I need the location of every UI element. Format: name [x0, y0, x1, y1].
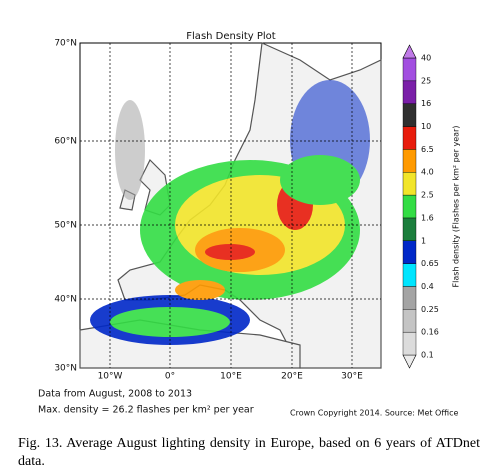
colorbar-tick-label: 4.0: [421, 168, 434, 177]
note: Data from August, 2008 to 2013: [38, 389, 192, 400]
note: Max. density = 26.2 flashes per km² per …: [38, 405, 254, 416]
colorbar-bin: [402, 126, 417, 150]
colorbar-tick-label: 0.4: [421, 282, 434, 291]
colorbar-bin: [402, 103, 417, 127]
colorbar-bin: [402, 309, 417, 333]
colorbar-bin: [402, 149, 417, 173]
colorbar-bin: [402, 194, 417, 219]
figure-caption: Fig. 13. Average August lighting density…: [18, 436, 480, 469]
colorbar-bin: [402, 286, 417, 310]
colorbar-tick-label: 0.16: [421, 328, 439, 337]
lon-label: 0°: [165, 372, 175, 382]
lat-label: 40°N: [54, 295, 77, 305]
colorbar-tick-label: 1.6: [421, 213, 434, 222]
colorbar-extension: [402, 354, 417, 369]
colorbar-bin: [402, 331, 417, 356]
lat-label: 60°N: [54, 137, 77, 147]
colorbar-tick-label: 0.65: [421, 259, 439, 268]
colorbar-tick-label: 40: [421, 54, 431, 63]
figure: Flash Density Plot 70°N 60°N 50°N 40°N 30°N 1…: [38, 31, 461, 418]
colorbar-tick-label: 25: [421, 76, 431, 85]
colorbar-bin: [402, 80, 417, 104]
lon-label: 30°E: [341, 372, 363, 382]
lat-label: 50°N: [54, 221, 77, 231]
lon-label: 10°E: [220, 372, 242, 382]
colorbar-tick-label: 10: [421, 122, 431, 131]
colorbar-tick-label: 0.1: [421, 351, 434, 360]
copyright: Crown Copyright 2014. Source: Met Office: [290, 409, 458, 418]
colorbar-bin: [402, 263, 417, 287]
map-title: Flash Density Plot: [186, 31, 276, 42]
colorbar-bin: [402, 57, 417, 82]
colorbar-tick-label: 1: [421, 236, 426, 245]
colorbar-tick-label: 6.5: [421, 145, 434, 154]
colorbar-bin: [402, 217, 417, 241]
lon-label: 10°W: [98, 372, 123, 382]
colorbar-label: Flash density (Flashes per km² per year): [452, 126, 461, 288]
lat-label: 30°N: [54, 364, 77, 374]
map-area: [79, 42, 382, 369]
lat-label: 70°N: [54, 39, 77, 49]
colorbar-bin: [402, 240, 417, 264]
colorbar-extension: [402, 44, 417, 59]
colorbar-tick-label: 0.25: [421, 305, 439, 314]
colorbar-tick-label: 2.5: [421, 191, 434, 200]
colorbar-bin: [402, 172, 417, 196]
colorbar-tick-label: 16: [421, 99, 431, 108]
lon-label: 20°E: [281, 372, 303, 382]
